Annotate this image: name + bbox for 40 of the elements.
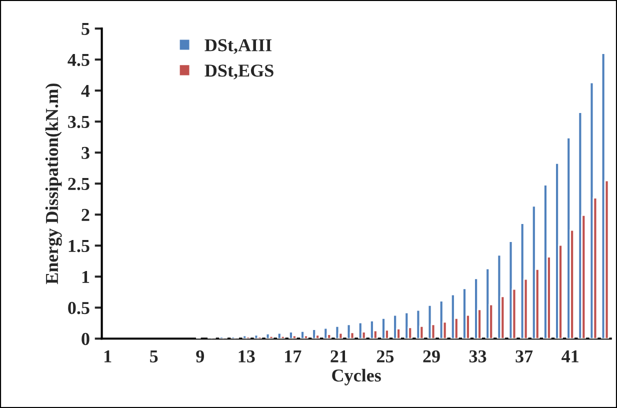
- bar: [268, 335, 274, 339]
- bar: [300, 330, 305, 339]
- bar: [404, 312, 410, 339]
- bar: [312, 328, 317, 339]
- y-tick-label: 4.5: [68, 54, 90, 66]
- y-tick-label: 1: [82, 270, 90, 283]
- y-tick-label: 3: [82, 146, 90, 160]
- x-tick-label: 33: [469, 350, 486, 362]
- y-tick-label: 2: [82, 208, 90, 221]
- legend-label: DSt,AIII: [204, 39, 272, 54]
- legend-label: DSt,EGS: [204, 64, 274, 80]
- y-tick-label: 0: [82, 332, 90, 346]
- x-tick-label: 1: [104, 350, 112, 362]
- x-tick-label: 25: [376, 350, 394, 362]
- bar: [392, 314, 398, 339]
- x-tick-label: 9: [196, 350, 204, 362]
- x-tick-label: 21: [330, 350, 348, 362]
- bar: [304, 334, 308, 339]
- x-tick-label: 17: [285, 350, 302, 362]
- x-tick-label: 37: [516, 350, 533, 362]
- bar: [381, 317, 386, 339]
- bar: [288, 331, 294, 339]
- y-tick-label: 3.5: [68, 116, 90, 128]
- y-axis-title: Energy Dissipation(kN.m): [45, 84, 62, 284]
- y-tick-label: 1.5: [68, 240, 90, 252]
- x-tick-label: 41: [562, 350, 578, 362]
- y-tick-label: 4: [81, 84, 90, 97]
- bar: [292, 334, 297, 339]
- x-axis-title: Cycles: [332, 368, 381, 386]
- bar: [254, 334, 259, 339]
- bar: [438, 300, 444, 339]
- y-tick-label: 0.5: [68, 302, 90, 314]
- y-tick-label: 5: [82, 23, 90, 35]
- bar: [280, 335, 286, 339]
- x-tick-label: 5: [150, 350, 158, 362]
- x-tick-label: 13: [238, 350, 255, 362]
- x-tick-label: 29: [423, 350, 440, 362]
- bar: [370, 320, 374, 339]
- y-tick-label: 2.5: [68, 178, 90, 190]
- bar: [323, 327, 328, 339]
